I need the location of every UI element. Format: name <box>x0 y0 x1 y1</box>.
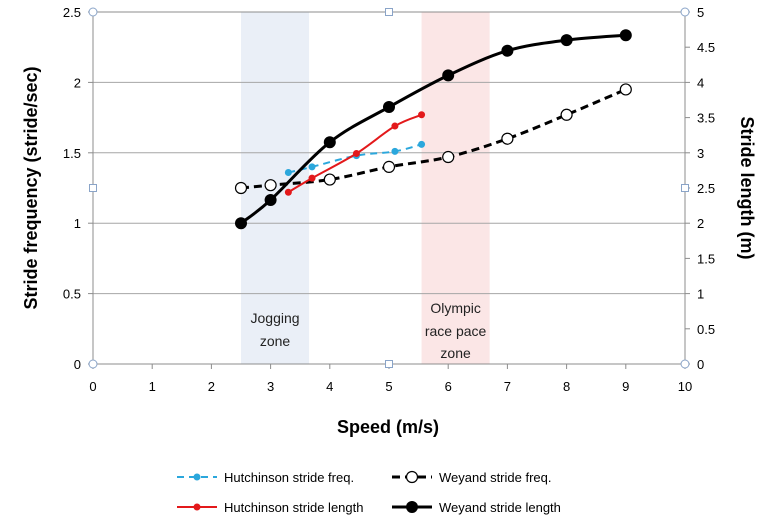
point-weyand-stride-freq-1 <box>264 179 277 192</box>
point-hutchinson-stride-length-2 <box>352 150 360 158</box>
edge-handle-1 <box>385 360 393 368</box>
y2-axis-title: Stride length (m) <box>737 117 757 260</box>
legend-label-2: Hutchinson stride length <box>224 500 363 515</box>
legend: Hutchinson stride freq. Weyand stride fre… <box>177 470 561 515</box>
legend-swatch-marker-2 <box>193 503 201 511</box>
y2-tick-label-3: 1.5 <box>697 251 715 266</box>
corner-handle-1 <box>680 7 690 17</box>
point-weyand-stride-freq-2 <box>323 173 336 186</box>
series-line-weyand-stride-length <box>240 33 626 225</box>
x-tick-label-9: 9 <box>622 379 629 394</box>
y2-tick-label-7: 3.5 <box>697 111 715 126</box>
point-hutchinson-stride-length-1 <box>308 174 316 182</box>
x-tick-label-8: 8 <box>563 379 570 394</box>
point-weyand-stride-freq-4 <box>442 150 455 164</box>
zone-label-1-0: Olympic <box>430 300 481 316</box>
y2-tick-label-8: 4 <box>697 75 704 90</box>
tick-labels: 0 1 2 3 4 5 6 7 8 9 10 0 0.5 1 1.5 2 2.5 0 0.5 1 1.5 2 2.5 3 3.5… <box>63 5 715 394</box>
y2-tick-label-10: 5 <box>697 5 704 20</box>
x-tick-label-4: 4 <box>326 379 333 394</box>
selection-handles <box>88 7 690 369</box>
y2-tick-label-0: 0 <box>697 357 704 372</box>
legend-label-1: Weyand stride freq. <box>439 470 551 485</box>
point-weyand-stride-length-5 <box>501 44 514 57</box>
y2-tick-label-5: 2.5 <box>697 181 715 196</box>
point-hutchinson-stride-freq-0 <box>284 169 292 177</box>
y-tick-label-1: 0.5 <box>63 287 81 302</box>
zones-layer: Jogging zone Olympic race pace zone <box>241 12 490 364</box>
edge-handle-2 <box>89 184 97 192</box>
point-weyand-stride-freq-7 <box>619 83 632 96</box>
legend-label-3: Weyand stride length <box>439 500 561 515</box>
series-hutchinson-stride-length <box>284 111 426 196</box>
x-tick-label-1: 1 <box>149 379 156 394</box>
legend-item-weyand-stride-length: Weyand stride length <box>392 500 561 515</box>
y2-tick-label-4: 2 <box>697 216 704 231</box>
y-tick-label-5: 2.5 <box>63 5 81 20</box>
point-weyand-stride-length-6 <box>560 34 573 47</box>
x-tick-label-7: 7 <box>504 379 511 394</box>
legend-item-weyand-stride-freq: Weyand stride freq. <box>392 470 551 485</box>
point-hutchinson-stride-freq-1 <box>308 163 316 171</box>
y2-tick-label-6: 3 <box>697 146 704 161</box>
legend-item-hutchinson-stride-freq: Hutchinson stride freq. <box>177 470 354 485</box>
legend-swatch-marker-3 <box>406 501 418 513</box>
point-weyand-stride-freq-0 <box>234 181 248 195</box>
point-hutchinson-stride-length-0 <box>284 188 292 196</box>
x-axis-title: Speed (m/s) <box>337 417 439 437</box>
edge-handle-3 <box>681 184 689 192</box>
point-weyand-stride-length-4 <box>442 69 455 82</box>
axes <box>88 11 690 369</box>
point-hutchinson-stride-length-3 <box>391 122 399 130</box>
y-axis-title: Stride frequency (stride/sec) <box>21 66 41 309</box>
point-weyand-stride-freq-5 <box>501 132 514 145</box>
x-tick-label-10: 10 <box>678 379 692 394</box>
legend-item-hutchinson-stride-length: Hutchinson stride length <box>177 500 363 515</box>
zone-label-0-1: zone <box>260 333 291 349</box>
y-tick-label-0: 0 <box>74 357 81 372</box>
point-weyand-stride-freq-6 <box>560 108 573 121</box>
y2-tick-label-2: 1 <box>697 287 704 302</box>
series-weyand-stride-length <box>235 29 632 230</box>
x-tick-label-0: 0 <box>89 379 96 394</box>
edge-handle-0 <box>385 8 393 16</box>
series-line-weyand-stride-freq <box>240 88 627 190</box>
point-hutchinson-stride-freq-3 <box>391 147 399 155</box>
x-tick-label-2: 2 <box>208 379 215 394</box>
point-weyand-stride-freq-3 <box>382 160 396 173</box>
point-weyand-stride-length-1 <box>264 193 277 206</box>
zone-label-1-1: race pace <box>425 323 487 339</box>
corner-handle-2 <box>88 359 98 369</box>
x-tick-label-3: 3 <box>267 379 274 394</box>
y2-tick-label-9: 4.5 <box>697 40 715 55</box>
zone-label-0-0: Jogging <box>251 310 300 326</box>
point-weyand-stride-length-3 <box>383 101 395 114</box>
point-hutchinson-stride-freq-4 <box>418 140 426 148</box>
point-weyand-stride-length-2 <box>323 136 336 149</box>
series-weyand-stride-freq <box>234 83 632 195</box>
legend-label-0: Hutchinson stride freq. <box>224 470 354 485</box>
y-tick-label-4: 2 <box>74 75 81 90</box>
corner-handle-3 <box>680 359 690 369</box>
corner-handle-0 <box>88 7 98 17</box>
y-tick-label-2: 1 <box>74 216 81 231</box>
series-layer <box>234 29 632 230</box>
point-weyand-stride-length-7 <box>619 29 632 42</box>
point-hutchinson-stride-length-4 <box>418 111 426 119</box>
legend-swatch-marker-0 <box>193 473 201 481</box>
zone-label-1-2: zone <box>440 345 471 361</box>
x-tick-label-5: 5 <box>385 379 392 394</box>
y-tick-label-3: 1.5 <box>63 146 81 161</box>
legend-swatch-marker-1 <box>405 470 419 484</box>
y2-tick-label-1: 0.5 <box>697 322 715 337</box>
x-tick-label-6: 6 <box>445 379 452 394</box>
point-weyand-stride-length-0 <box>235 217 247 230</box>
